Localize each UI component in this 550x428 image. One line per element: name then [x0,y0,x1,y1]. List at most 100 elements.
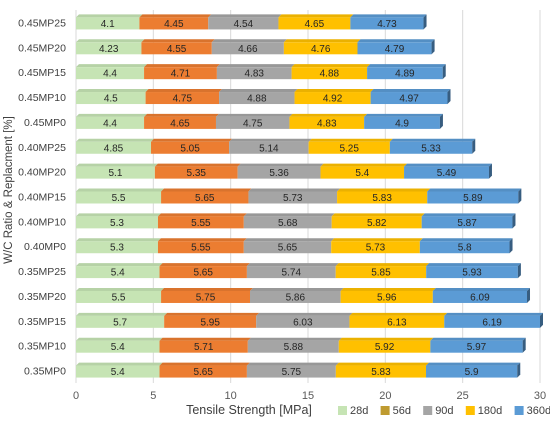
bar-top-face [157,213,247,217]
bar-segment [144,67,217,80]
category-label: 0.35MP15 [18,316,66,328]
data-label: 4.23 [99,44,119,55]
bar-top-face [229,138,312,142]
bar-segment [357,42,432,55]
bar-segment [219,92,295,105]
data-label: 5.65 [193,268,213,279]
x-tick-labels: 0 5 10 15 20 25 30 [73,390,546,402]
bar-segment [246,365,336,378]
bar-segment [364,116,440,129]
data-label: 5.65 [195,193,215,204]
bar-segment [256,315,350,328]
data-label: 5.96 [377,292,397,303]
bar-segment [76,365,160,378]
data-label: 4.65 [305,19,325,30]
bar-top-face [421,213,516,217]
bar-top-face [404,163,492,167]
bar-top-face [76,287,165,291]
legend-swatch [514,406,524,415]
category-label: 0.35MP25 [18,266,66,278]
bar-top-face [291,64,371,68]
category-label: 0.45MP25 [18,17,66,29]
data-label: 4.83 [317,118,337,129]
bar-segment [320,166,405,179]
data-label: 5.55 [191,218,211,229]
bar-segment [444,315,540,328]
x-tick-label: 10 [225,390,237,402]
bar-segment [211,42,284,55]
bar-top-face [159,263,250,267]
legend-label: 180d [478,405,502,417]
bar-segment [229,141,309,154]
bar-top-face [76,337,163,341]
data-label: 5.83 [371,367,391,378]
bar-segment [144,116,216,129]
bar-segment [335,365,427,378]
bar-top-face [151,138,233,142]
data-label: 5.05 [180,143,200,154]
bar-top-face [427,188,522,192]
bar-side-face [439,113,443,129]
bar-segment [243,241,332,254]
bar-segment [76,290,162,303]
data-label: 4.97 [399,94,419,105]
bar-top-face [76,89,149,93]
bar-segment [331,241,420,254]
bar-top-face [139,14,212,18]
data-label: 4.73 [377,19,397,30]
bar-top-face [349,312,448,316]
data-label: 5.97 [467,342,487,353]
bar-segment [427,191,519,204]
data-label: 5.36 [269,168,289,179]
bar-segment [208,17,279,30]
bar-side-face [442,64,446,80]
bar-segment [161,290,250,303]
bar-top-face [76,362,163,366]
bar-segment [335,266,427,279]
x-tick-label: 20 [379,390,391,402]
bar-top-face [76,213,161,217]
bar-segment [278,17,351,30]
bar-segment [164,315,257,328]
x-tick-label: 25 [457,390,469,402]
bar-segment [430,340,523,353]
data-label: 5.82 [367,218,387,229]
category-label: 0.40MP0 [24,241,66,253]
bar-top-face [335,362,430,366]
data-label: 5.92 [375,342,395,353]
bar-segment [76,266,160,279]
data-label: 5.65 [193,367,213,378]
data-label: 5.9 [465,367,479,378]
bar-side-face [509,238,513,254]
bar-segment [76,116,145,129]
bar-top-face [237,163,324,167]
bar-side-face [431,39,435,55]
category-label: 0.45MP10 [18,92,66,104]
bar-top-face [76,263,163,267]
legend-label: 90d [435,405,453,417]
data-label: 4.9 [395,118,409,129]
data-label: 4.85 [104,143,124,154]
data-label: 5.33 [421,143,441,154]
data-label: 4.89 [395,69,415,80]
bar-top-face [157,238,247,242]
bar-top-face [76,138,155,142]
data-label: 5.4 [355,168,369,179]
legend-swatch [338,406,347,415]
data-label: 5.65 [278,243,298,254]
bar-segment [159,266,247,279]
bar-top-face [215,113,293,117]
bar-segment [283,42,358,55]
data-label: 4.75 [243,118,263,129]
bar-segment [389,141,473,154]
bar-top-face [144,113,219,117]
data-label: 5.55 [191,243,211,254]
y-axis-title: W/C Ratio & Replacment [%] [3,116,15,264]
bar-side-face [472,138,476,154]
bar-segment [159,340,248,353]
data-label: 5.73 [283,193,303,204]
category-label: 0.40MP15 [18,192,66,204]
x-tick-label: 15 [302,390,314,402]
data-label: 5.5 [112,193,126,204]
